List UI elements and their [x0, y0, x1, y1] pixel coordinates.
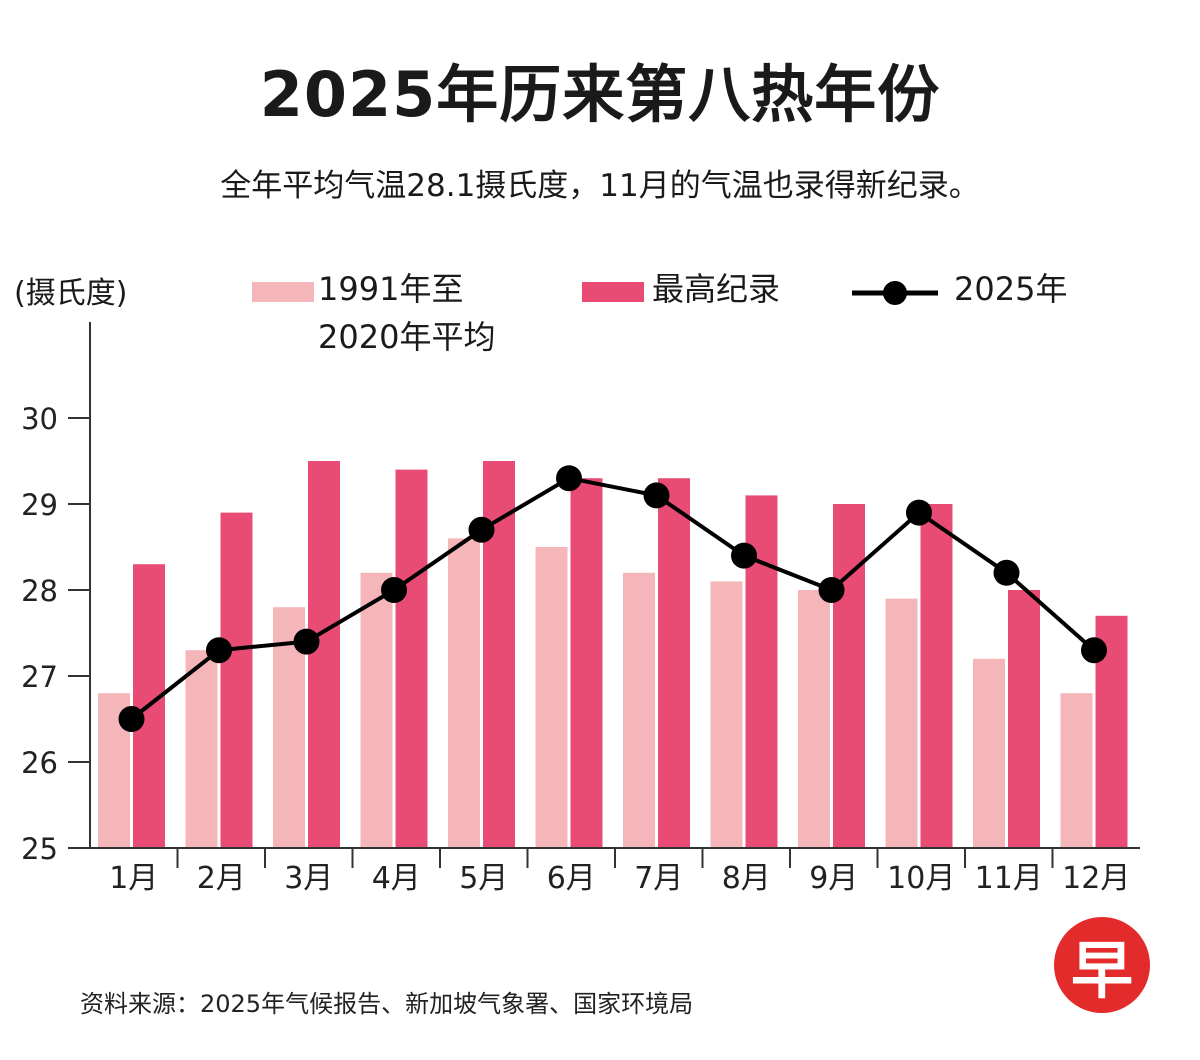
page-title: 2025年历来第八热年份	[259, 58, 941, 131]
point-2025	[556, 465, 582, 492]
y-tick-label: 30	[21, 402, 58, 436]
y-tick-label: 26	[21, 746, 58, 780]
bar-average	[710, 581, 743, 848]
point-2025	[731, 542, 757, 569]
y-tick-label: 28	[21, 574, 58, 608]
point-2025	[293, 628, 320, 655]
legend-line-2025-icon	[852, 281, 938, 305]
source-note: 资料来源：2025年气候报告、新加坡气象署、国家环境局	[80, 990, 694, 1018]
legend-label-average-line1: 1991年至	[318, 270, 464, 308]
bar-average	[185, 650, 218, 848]
legend-label-average-line2: 2020年平均	[318, 318, 496, 356]
series-line-2025	[130, 476, 1096, 721]
y-tick-label: 25	[21, 832, 58, 866]
point-2025	[906, 499, 932, 526]
x-tick-label: 5月	[459, 861, 508, 896]
bar-average	[535, 547, 568, 848]
zaobao-logo: 早	[1054, 917, 1150, 1013]
bar-record	[1008, 590, 1040, 848]
bar-average	[885, 598, 918, 848]
bar-record	[308, 461, 340, 848]
point-2025	[818, 577, 845, 603]
point-2025	[381, 577, 407, 603]
bar-average	[623, 572, 655, 848]
bar-record	[570, 478, 603, 848]
bar-average	[973, 658, 1005, 848]
bar-record	[220, 512, 253, 848]
bar-record	[833, 504, 865, 848]
page-subtitle: 全年平均气温28.1摄氏度，11月的气温也录得新纪录。	[220, 168, 980, 204]
bar-record	[658, 478, 690, 848]
x-tick-label: 8月	[722, 861, 771, 896]
x-tick-label: 9月	[809, 861, 858, 896]
bar-record	[920, 504, 953, 848]
bar-average	[1060, 693, 1093, 848]
legend-label-2025: 2025年	[954, 270, 1068, 308]
point-2025	[468, 516, 495, 543]
x-tick-label: 1月	[109, 861, 158, 896]
point-2025	[118, 706, 145, 732]
x-tick-label: 2月	[197, 861, 246, 896]
point-2025	[206, 637, 232, 664]
y-tick-label: 27	[21, 660, 58, 694]
point-2025	[993, 559, 1020, 586]
point-2025	[1081, 637, 1107, 664]
bar-average	[360, 572, 393, 848]
x-tick-label: 6月	[547, 861, 596, 896]
y-axis-unit-label: (摄氏度)	[14, 276, 128, 311]
bar-average	[798, 590, 830, 848]
y-tick-label: 29	[21, 488, 58, 522]
legend-swatch-record	[582, 282, 644, 302]
x-tick-label: 4月	[372, 861, 421, 896]
legend-swatch-average	[252, 282, 314, 302]
x-tick-label: 10月	[887, 861, 955, 896]
point-2025	[643, 482, 670, 509]
bar-average	[448, 538, 480, 848]
x-tick-label: 11月	[975, 861, 1043, 896]
x-tick-label: 3月	[284, 861, 333, 896]
x-tick-label: 7月	[634, 861, 683, 896]
x-tick-label: 12月	[1062, 861, 1130, 896]
legend-label-record: 最高纪录	[652, 270, 781, 308]
bar-record	[395, 469, 428, 848]
